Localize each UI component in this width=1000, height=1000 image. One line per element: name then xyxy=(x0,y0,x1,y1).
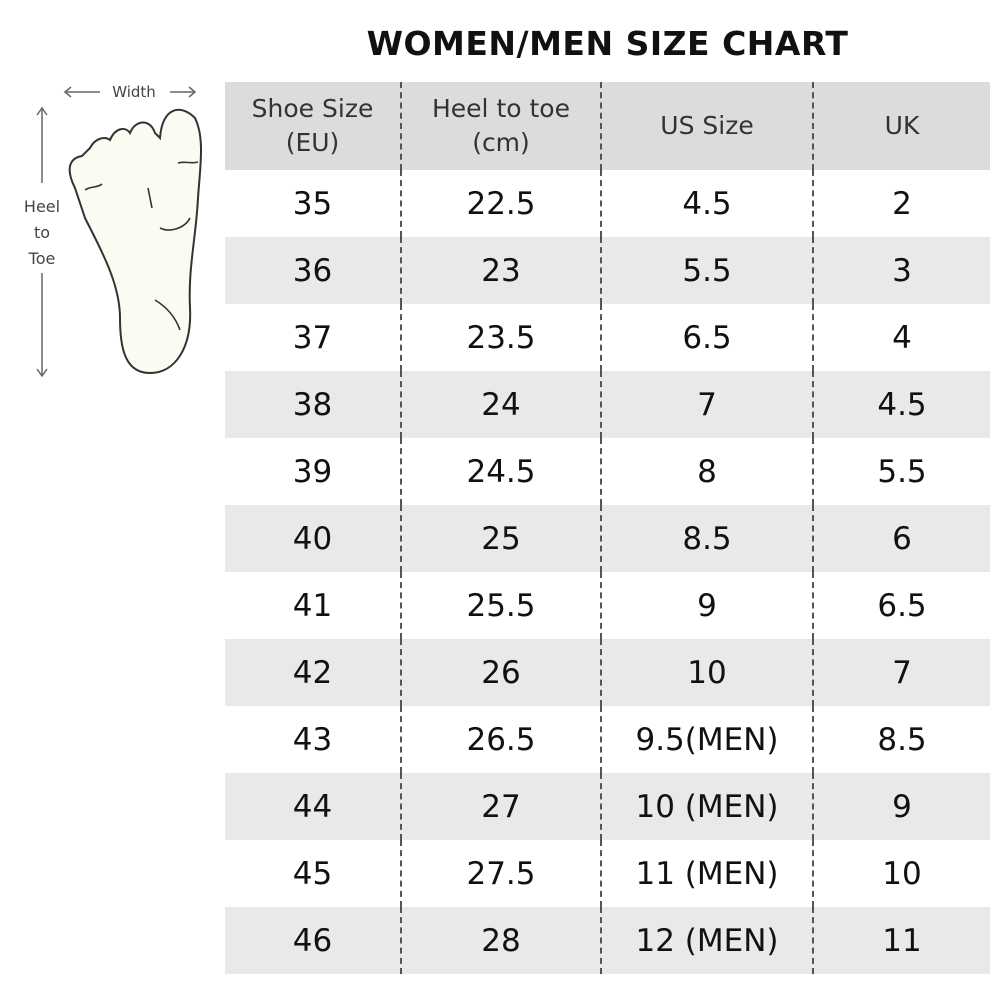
cell-uk: 6.5 xyxy=(812,572,990,639)
table-row: 39 24.5 8 5.5 xyxy=(225,438,990,505)
cell-uk: 2 xyxy=(812,170,990,237)
cell-cm: 28 xyxy=(400,907,601,974)
cell-eu: 42 xyxy=(225,639,401,706)
table-row: 42 26 10 7 xyxy=(225,639,990,706)
table-row: 46 28 12 (MEN) 11 xyxy=(225,907,990,974)
table-row: 44 27 10 (MEN) 9 xyxy=(225,773,990,840)
table-row: 40 25 8.5 6 xyxy=(225,505,990,572)
table-row: 38 24 7 4.5 xyxy=(225,371,990,438)
cell-us: 10 (MEN) xyxy=(600,773,813,840)
cell-us: 6.5 xyxy=(600,304,813,371)
cell-us: 4.5 xyxy=(600,170,813,237)
cell-uk: 3 xyxy=(812,237,990,304)
header-cm: Heel to toe (cm) xyxy=(400,82,601,170)
width-label: Width xyxy=(112,83,156,101)
size-table: Shoe Size (EU) Heel to toe (cm) US Size UK… xyxy=(225,82,990,974)
cell-us: 9.5(MEN) xyxy=(600,706,813,773)
cell-uk: 8.5 xyxy=(812,706,990,773)
cell-uk: 9 xyxy=(812,773,990,840)
table-row: 45 27.5 11 (MEN) 10 xyxy=(225,840,990,907)
table-row: 41 25.5 9 6.5 xyxy=(225,572,990,639)
foot-outline xyxy=(68,108,202,375)
cell-eu: 36 xyxy=(225,237,401,304)
cell-cm: 26.5 xyxy=(400,706,601,773)
table-row: 37 23.5 6.5 4 xyxy=(225,304,990,371)
cell-cm: 25 xyxy=(400,505,601,572)
cell-us: 7 xyxy=(600,371,813,438)
cell-us: 5.5 xyxy=(600,237,813,304)
cell-cm: 23 xyxy=(400,237,601,304)
cell-cm: 23.5 xyxy=(400,304,601,371)
cell-uk: 4 xyxy=(812,304,990,371)
cell-eu: 35 xyxy=(292,185,333,222)
header-line: (EU) xyxy=(285,128,340,157)
length-label-3: Toe xyxy=(28,249,56,268)
chart-title: WOMEN/MEN SIZE CHART xyxy=(366,24,849,63)
table-row: 36 23 5.5 3 xyxy=(225,237,990,304)
header-eu: Shoe Size (EU) xyxy=(225,82,401,170)
cell-uk: 7 xyxy=(812,639,990,706)
cell-uk: 11 xyxy=(812,907,990,974)
cell-eu: 45 xyxy=(292,855,333,892)
cell-eu: 43 xyxy=(292,721,333,758)
cell-uk: 10 xyxy=(812,840,990,907)
cell-eu: 37 xyxy=(292,319,333,356)
length-label-2: to xyxy=(34,223,50,242)
header-line: UK xyxy=(884,111,920,140)
table-row: 43 26.5 9.5(MEN) 8.5 xyxy=(225,706,990,773)
cell-cm: 27.5 xyxy=(400,840,601,907)
cell-uk: 6 xyxy=(812,505,990,572)
cell-us: 8.5 xyxy=(600,505,813,572)
cell-cm: 25.5 xyxy=(400,572,601,639)
cell-us: 12 (MEN) xyxy=(600,907,813,974)
cell-uk: 5.5 xyxy=(812,438,990,505)
cell-cm: 24 xyxy=(400,371,601,438)
header-line: US Size xyxy=(660,111,754,140)
cell-eu: 44 xyxy=(225,773,401,840)
foot-diagram: Width Heel to Toe xyxy=(24,83,202,378)
table-row: 35 22.5 4.5 2 xyxy=(225,170,990,237)
cell-eu: 39 xyxy=(292,453,333,490)
length-label-1: Heel xyxy=(24,197,60,216)
cell-cm: 24.5 xyxy=(400,438,601,505)
cell-us: 10 xyxy=(600,639,813,706)
cell-us: 11 (MEN) xyxy=(600,840,813,907)
header-line: Shoe Size xyxy=(251,94,374,123)
header-line: Heel to toe xyxy=(432,94,570,123)
cell-cm: 27 xyxy=(400,773,601,840)
cell-eu: 41 xyxy=(292,587,333,624)
cell-uk: 4.5 xyxy=(812,371,990,438)
cell-us: 9 xyxy=(600,572,813,639)
cell-cm: 26 xyxy=(400,639,601,706)
header-uk: UK xyxy=(812,82,990,170)
cell-eu: 40 xyxy=(225,505,401,572)
header-row: Shoe Size (EU) Heel to toe (cm) US Size UK xyxy=(225,82,990,170)
header-line: (cm) xyxy=(472,128,530,157)
cell-cm: 22.5 xyxy=(400,170,601,237)
cell-us: 8 xyxy=(600,438,813,505)
header-us: US Size xyxy=(600,82,813,170)
cell-eu: 38 xyxy=(225,371,401,438)
cell-eu: 46 xyxy=(225,907,401,974)
